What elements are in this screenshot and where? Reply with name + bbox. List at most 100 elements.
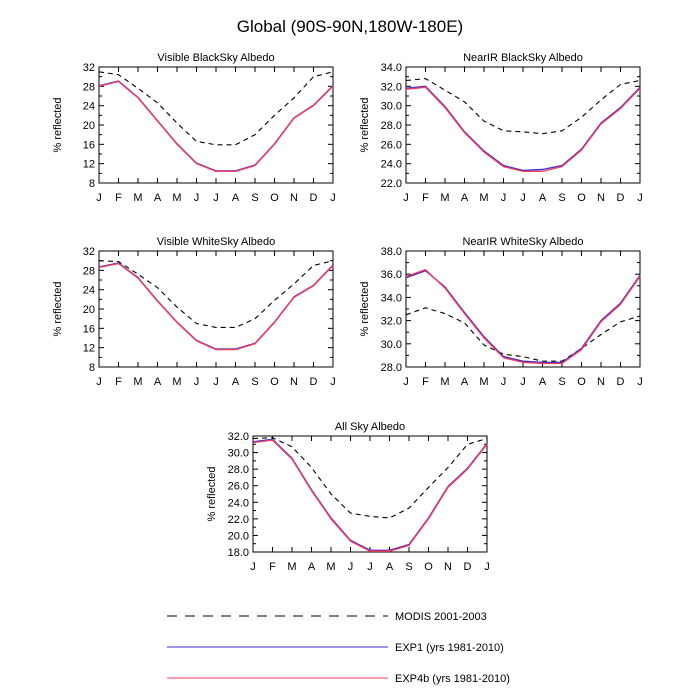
x-tick-label: J <box>520 192 526 204</box>
x-tick-label: J <box>330 192 336 204</box>
y-tick-label: 22.0 <box>228 514 249 526</box>
x-tick-label: M <box>440 192 449 204</box>
y-axis-label: % reflected <box>359 281 371 336</box>
y-tick-label: 20.0 <box>228 530 249 542</box>
x-tick-label: D <box>617 192 625 204</box>
panel-title: Visible WhiteSky Albedo <box>157 236 275 248</box>
y-tick-label: 24 <box>83 285 95 297</box>
y-tick-label: 30.0 <box>381 339 402 351</box>
legend-item: EXP4b (yrs 1981-2010) <box>167 673 510 685</box>
x-tick-label: S <box>251 192 258 204</box>
x-tick-label: J <box>637 192 643 204</box>
x-tick-label: N <box>290 376 298 388</box>
panel-title: NearIR BlackSky Albedo <box>463 52 583 64</box>
x-tick-label: O <box>577 376 586 388</box>
y-tick-label: 32 <box>83 62 95 74</box>
x-tick-label: M <box>440 376 449 388</box>
y-tick-label: 8 <box>89 362 95 374</box>
series-line-modis <box>98 260 334 328</box>
series-line-exp1 <box>98 80 334 173</box>
y-tick-label: 24.0 <box>381 159 402 171</box>
series-line-exp4b <box>405 270 641 364</box>
series-line-exp1 <box>252 439 488 552</box>
plot-frame <box>405 250 641 368</box>
x-tick-label: J <box>213 376 219 388</box>
plot-frame <box>405 66 641 184</box>
x-tick-label: O <box>270 376 279 388</box>
x-tick-label: J <box>501 192 507 204</box>
x-tick-label: A <box>386 561 394 573</box>
x-tick-label: M <box>133 376 142 388</box>
x-tick-label: F <box>422 376 429 388</box>
y-axis-label: % reflected <box>52 97 64 152</box>
y-tick-label: 26.0 <box>381 139 402 151</box>
y-axis-label: % reflected <box>359 97 371 152</box>
x-tick-label: A <box>539 192 547 204</box>
y-tick-label: 20 <box>83 304 95 316</box>
y-tick-label: 34.0 <box>381 292 402 304</box>
x-tick-label: J <box>330 376 336 388</box>
x-tick-label: J <box>403 192 409 204</box>
x-tick-label: J <box>96 376 102 388</box>
x-tick-label: J <box>194 376 200 388</box>
x-tick-label: M <box>133 192 142 204</box>
legend-item: EXP1 (yrs 1981-2010) <box>167 642 504 654</box>
figure-title: Global (90S-90N,180W-180E) <box>237 17 463 36</box>
y-tick-label: 28 <box>83 81 95 93</box>
y-tick-label: 30.0 <box>228 448 249 460</box>
y-tick-label: 16 <box>83 139 95 151</box>
x-tick-label: S <box>558 376 565 388</box>
y-axis-label: % reflected <box>206 466 218 521</box>
y-tick-label: 38.0 <box>381 246 402 258</box>
x-tick-label: M <box>479 376 488 388</box>
x-tick-label: A <box>461 376 469 388</box>
y-tick-label: 36.0 <box>381 269 402 281</box>
plot-frame <box>252 435 488 553</box>
x-tick-label: J <box>250 561 256 573</box>
x-tick-label: M <box>326 561 335 573</box>
series-line-modis <box>405 78 641 135</box>
y-tick-label: 24.0 <box>228 497 249 509</box>
x-tick-label: O <box>577 192 586 204</box>
x-tick-label: N <box>597 376 605 388</box>
series-line-modis <box>252 437 488 519</box>
y-tick-label: 8 <box>89 178 95 190</box>
x-tick-label: J <box>367 561 373 573</box>
legend-item: MODIS 2001-2003 <box>167 611 487 623</box>
x-tick-label: O <box>270 192 279 204</box>
x-tick-label: M <box>287 561 296 573</box>
x-tick-label: A <box>232 192 240 204</box>
x-tick-label: J <box>96 192 102 204</box>
x-tick-label: D <box>464 561 472 573</box>
y-tick-label: 18.0 <box>228 547 249 559</box>
panel-title: All Sky Albedo <box>335 421 405 433</box>
y-tick-label: 16 <box>83 323 95 335</box>
panel-title: NearIR WhiteSky Albedo <box>462 236 583 248</box>
x-tick-label: F <box>115 376 122 388</box>
x-tick-label: N <box>444 561 452 573</box>
x-tick-label: J <box>520 376 526 388</box>
series-line-exp1 <box>98 262 334 351</box>
y-tick-label: 32.0 <box>381 316 402 328</box>
y-tick-label: 28.0 <box>228 464 249 476</box>
legend-label: MODIS 2001-2003 <box>395 611 487 623</box>
y-tick-label: 22.0 <box>381 178 402 190</box>
x-tick-label: A <box>154 376 162 388</box>
panel-title: Visible BlackSky Albedo <box>157 52 274 64</box>
y-tick-label: 24 <box>83 101 95 113</box>
y-tick-label: 28.0 <box>381 120 402 132</box>
x-tick-label: A <box>539 376 547 388</box>
legend: MODIS 2001-2003 EXP1 (yrs 1981-2010) EXP4b… <box>167 611 510 685</box>
series-line-modis <box>98 71 334 146</box>
y-tick-label: 34.0 <box>381 62 402 74</box>
series-line-exp1 <box>405 86 641 173</box>
y-tick-label: 12 <box>83 159 95 171</box>
series-line-exp4b <box>405 85 641 172</box>
x-tick-label: F <box>422 192 429 204</box>
y-tick-label: 28 <box>83 265 95 277</box>
plot-frame <box>98 66 334 184</box>
legend-label: EXP4b (yrs 1981-2010) <box>395 673 510 685</box>
x-tick-label: A <box>461 192 469 204</box>
